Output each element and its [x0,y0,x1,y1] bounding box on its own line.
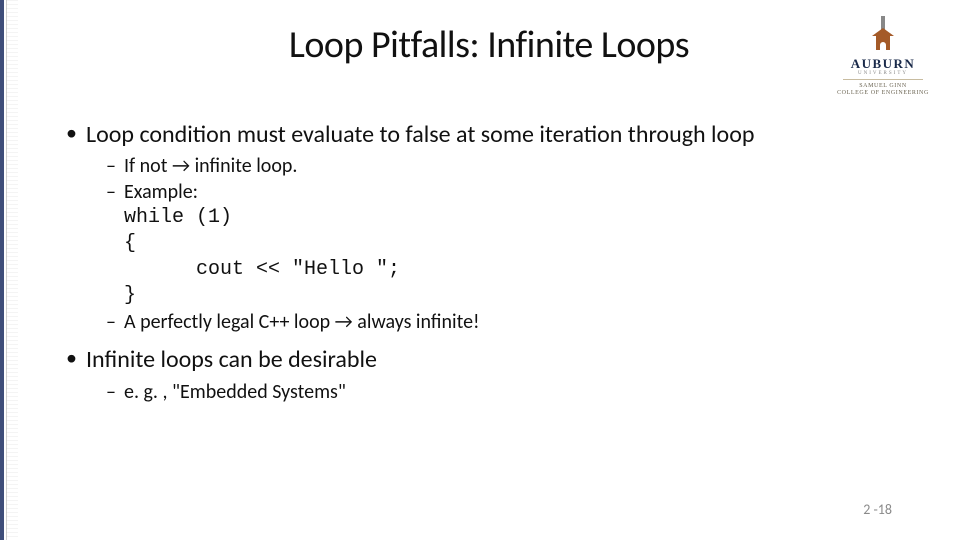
sub-bullet-1: If not → infinite loop. [58,153,920,179]
logo-separator [843,79,923,80]
code-line-2: { [58,231,920,257]
slide-content: Loop condition must evaluate to false at… [58,120,920,405]
slide-title: Loop Pitfalls: Infinite Loops [18,22,960,68]
logo-college-line1: SAMUEL GINN [828,83,938,90]
sub-bullet-4: e. g. , "Embedded Systems" [58,379,920,405]
sub-bullet-3: A perfectly legal C++ loop → always infi… [58,309,920,335]
code-line-3: cout << "Hello "; [58,257,920,283]
left-decorative-strip [0,0,18,540]
tower-icon [866,12,900,50]
logo-college-line2: COLLEGE OF ENGINEERING [828,90,938,97]
code-line-1: while (1) [58,205,920,231]
slide-body: AUBURN UNIVERSITY SAMUEL GINN COLLEGE OF… [18,0,960,540]
logo-university: UNIVERSITY [828,71,938,76]
page-number: 2 -18 [863,501,892,518]
sub-bullet-2: Example: [58,179,920,205]
bullet-1: Loop condition must evaluate to false at… [58,120,920,149]
code-line-4: } [58,283,920,309]
logo-name: AUBURN [828,56,938,72]
auburn-logo-block: AUBURN UNIVERSITY SAMUEL GINN COLLEGE OF… [828,12,938,97]
bullet-2: Infinite loops can be desirable [58,345,920,374]
